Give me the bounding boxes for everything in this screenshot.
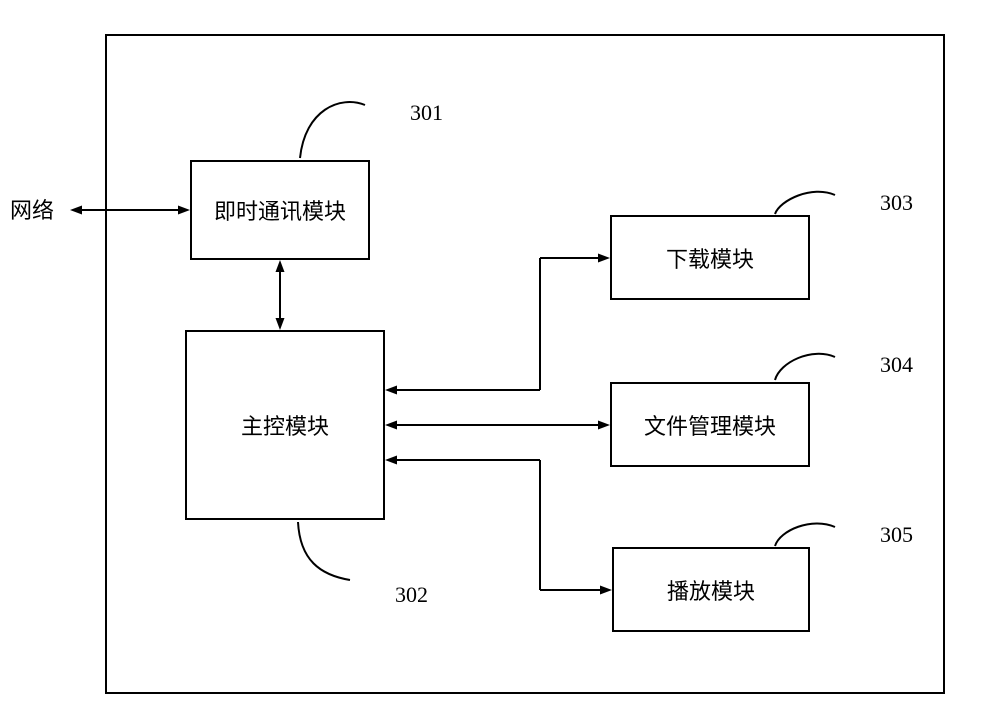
diagram-canvas: 网络 即时通讯模块 301 主控模块 302 下载模块 303 文件管理模块 3… <box>0 0 1000 727</box>
connector-overlay <box>0 0 1000 727</box>
